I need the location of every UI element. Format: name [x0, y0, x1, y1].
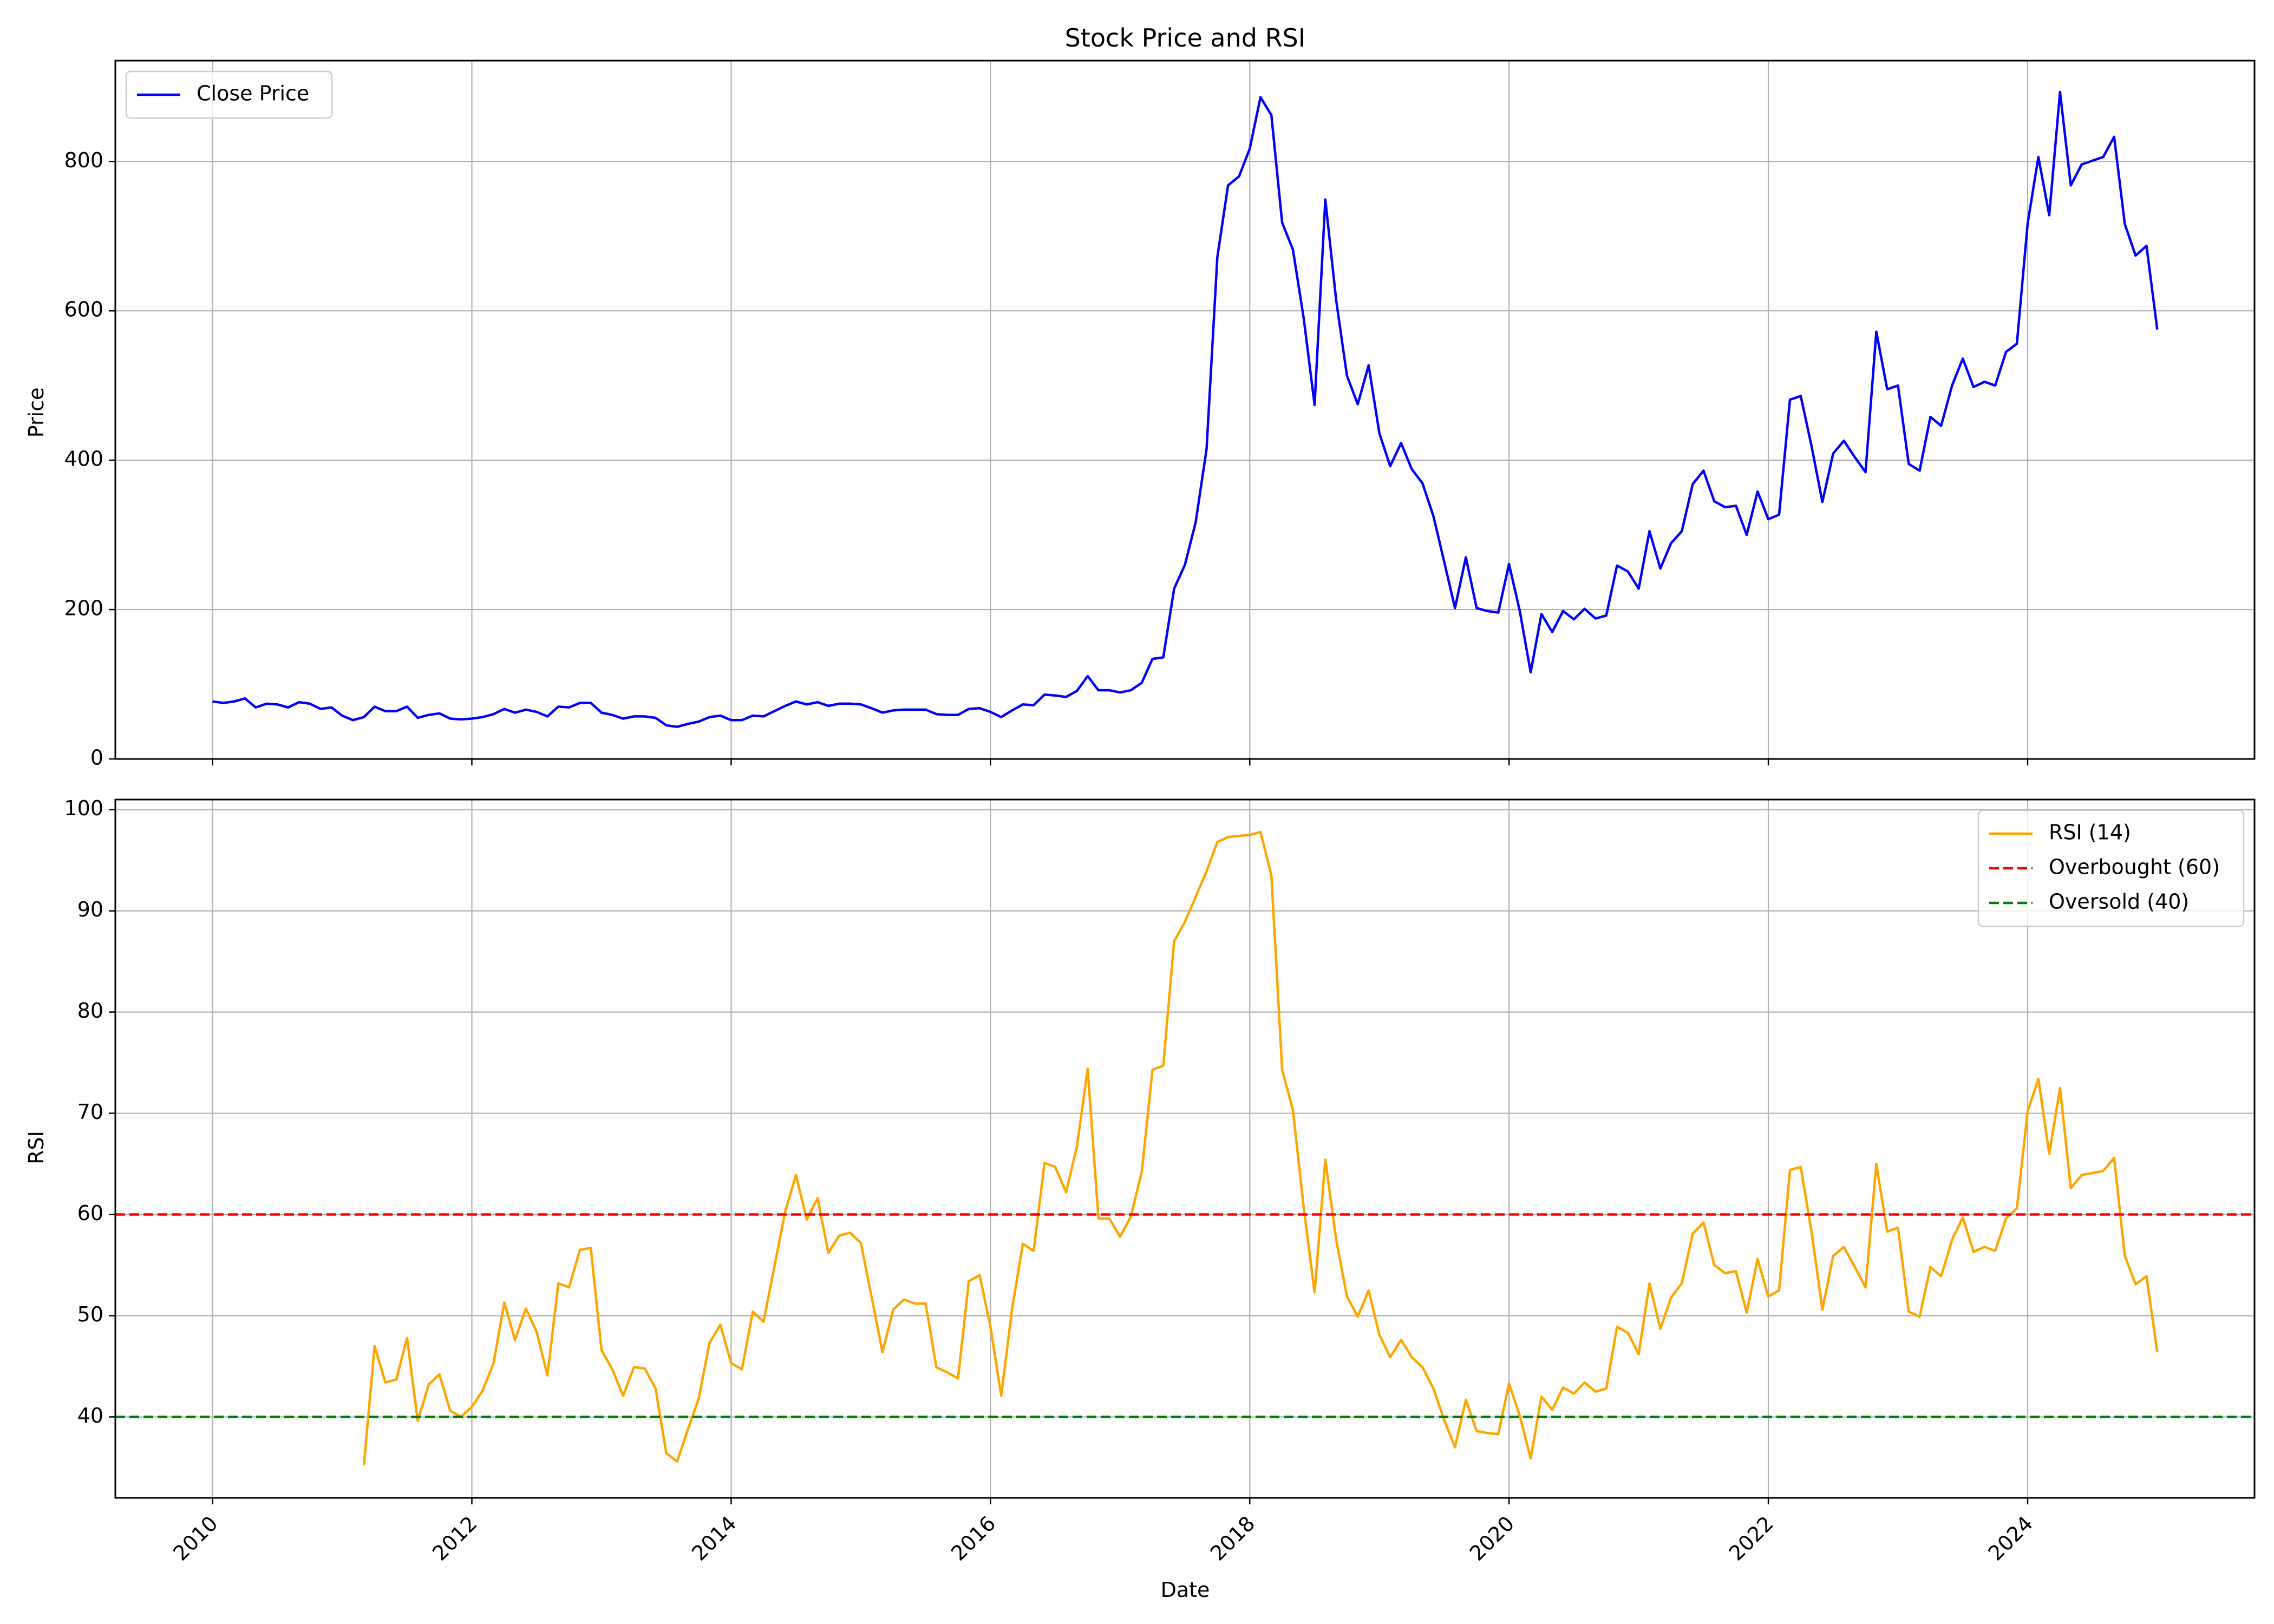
price-series: [212, 90, 2159, 728]
rsi-y-axis-label: RSI: [24, 1131, 48, 1164]
y-tick-label: 60: [77, 1201, 103, 1225]
price-y-axis-label: Price: [24, 388, 48, 438]
price-legend: Close Price: [125, 70, 333, 119]
legend-label: RSI (14): [2049, 821, 2131, 844]
chart-title: Stock Price and RSI: [1065, 23, 1306, 53]
x-axis-label: Date: [1161, 1578, 1210, 1602]
y-tick-label: 100: [64, 796, 103, 820]
y-tick-label: 50: [77, 1302, 103, 1326]
rsi-series: [115, 830, 2255, 1466]
y-tick-label: 600: [64, 298, 103, 322]
y-tick-label: 80: [77, 999, 103, 1023]
rsi-legend: RSI (14) Overbought (60) Oversold (40): [1977, 809, 2245, 927]
y-tick-label: 800: [64, 148, 103, 172]
y-tick-label: 200: [64, 597, 103, 620]
legend-label: Close Price: [197, 82, 309, 106]
legend-box: [1977, 809, 2245, 927]
y-tick-label: 400: [64, 447, 103, 471]
legend-box: [125, 70, 333, 119]
series-line-0: [212, 90, 2159, 728]
y-tick-label: 90: [77, 898, 103, 921]
price-plot-frame: [114, 60, 2256, 760]
y-tick-label: 40: [77, 1404, 103, 1427]
legend-label: Overbought (60): [2049, 855, 2220, 879]
series-line-0: [362, 830, 2159, 1466]
legend-label: Oversold (40): [2049, 890, 2189, 914]
y-tick-label: 0: [90, 746, 103, 770]
price-ticks: 0 200 400 600 800: [64, 148, 2029, 770]
price-panel: Stock Price and RSI Price 0200400600800 …: [24, 23, 2256, 770]
y-tick-label: 70: [77, 1100, 103, 1124]
rsi-plot-frame: [114, 798, 2256, 1499]
